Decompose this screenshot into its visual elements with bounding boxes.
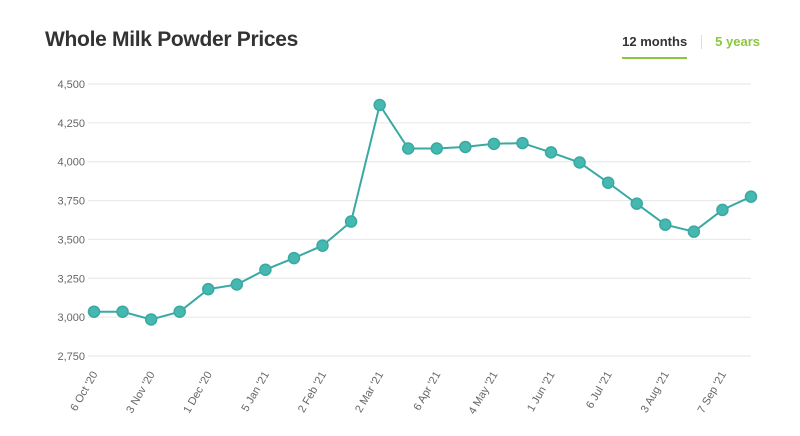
tab-5-years[interactable]: 5 years [715,34,760,49]
data-point-marker[interactable] [659,218,672,231]
data-point-marker[interactable] [573,156,586,169]
x-tick-label: 7 Sep '21 [696,370,729,416]
data-point-marker[interactable] [373,98,386,112]
x-tick-label: 4 May '21 [466,370,500,417]
data-point-marker[interactable] [287,251,301,265]
y-tick-label: 4,250 [57,118,85,130]
x-tick-label: 2 Feb '21 [296,370,329,415]
x-tick-label: 5 Jan '21 [239,370,272,414]
y-tick-label: 3,750 [57,196,85,208]
y-tick-label: 2,750 [57,351,85,363]
data-point-marker[interactable] [516,136,529,150]
y-tick-label: 4,500 [57,79,85,91]
data-point-marker[interactable] [144,313,158,326]
y-gridlines [88,83,751,357]
tab-12-months[interactable]: 12 months [622,34,688,59]
data-point-marker[interactable] [230,278,244,291]
data-point-marker[interactable] [316,239,329,252]
data-point-marker[interactable] [630,197,643,210]
data-point-marker[interactable] [116,305,129,318]
data-point-marker[interactable] [716,203,729,217]
price-line [94,102,752,321]
data-markers [87,98,758,326]
data-point-marker[interactable] [459,140,472,154]
x-axis-labels: 6 Oct '20 3 Nov '20 1 Dec '20 5 Jan '21 2 Fe… [68,370,729,417]
data-point-marker[interactable] [173,305,186,318]
data-point-marker[interactable] [344,215,358,228]
range-tabs: 12 months 5 years [622,34,760,59]
data-point-marker[interactable] [430,142,444,155]
x-tick-label: 6 Oct '20 [68,370,100,414]
data-point-marker[interactable] [601,176,615,189]
data-point-marker[interactable] [544,146,558,159]
y-tick-label: 3,500 [57,234,85,246]
data-point-marker[interactable] [487,137,501,151]
page-title: Whole Milk Powder Prices [45,28,299,51]
x-tick-label: 3 Nov '20 [124,370,157,416]
x-tick-label: 3 Aug '21 [639,370,672,415]
data-point-marker[interactable] [202,282,215,296]
y-axis-labels: 2,750 3,000 3,250 3,500 3,750 4,000 4,250 4,500 [57,79,85,363]
data-point-marker[interactable] [401,142,415,155]
y-tick-label: 3,250 [57,273,85,285]
x-tick-label: 2 Mar '21 [353,370,386,415]
x-tick-label: 6 Apr '21 [411,370,443,413]
data-point-marker[interactable] [744,190,758,203]
x-tick-label: 1 Dec '20 [181,370,214,416]
data-point-marker[interactable] [259,263,272,276]
x-tick-label: 1 Jun '21 [525,370,558,414]
y-tick-label: 4,000 [57,157,85,169]
x-tick-label: 6 Jul '21 [584,370,615,411]
data-point-marker[interactable] [687,225,701,238]
data-point-marker[interactable] [87,305,101,318]
tab-divider [701,34,703,49]
y-tick-label: 3,000 [57,312,85,324]
